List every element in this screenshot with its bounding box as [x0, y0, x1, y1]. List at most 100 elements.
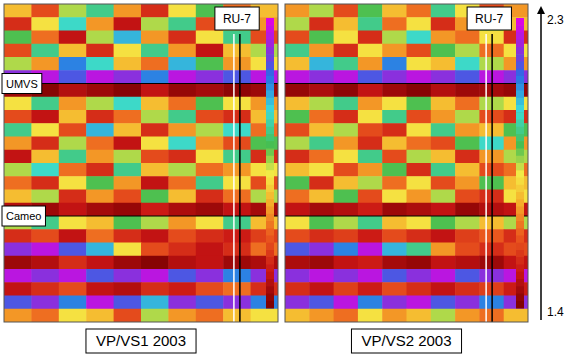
- cell: [334, 57, 359, 71]
- panel-frame: [4, 4, 278, 322]
- cell: [382, 17, 407, 31]
- cell: [59, 203, 87, 217]
- cell: [358, 269, 383, 283]
- cell: [168, 256, 196, 270]
- colorbar-strip: [516, 83, 524, 91]
- cell: [168, 203, 196, 217]
- colorbar-strip: [266, 105, 274, 113]
- cell: [358, 110, 383, 124]
- cell: [309, 243, 334, 257]
- cell: [114, 229, 142, 243]
- horizon-label: UMVS: [6, 78, 38, 90]
- cell: [223, 296, 251, 310]
- colorbar-strip: [266, 18, 274, 26]
- cell: [504, 97, 528, 111]
- cell: [168, 176, 196, 190]
- cell: [31, 57, 59, 71]
- cell: [455, 31, 480, 45]
- cell: [407, 190, 432, 204]
- cell: [431, 70, 456, 84]
- cell: [4, 110, 32, 124]
- cell: [114, 256, 142, 270]
- cell: [59, 282, 87, 296]
- cell: [285, 123, 310, 137]
- cell: [382, 97, 407, 111]
- cell: [86, 243, 114, 257]
- colorbar-strip: [516, 250, 524, 258]
- colorbar-strip: [266, 228, 274, 236]
- cell: [455, 110, 480, 124]
- cell: [4, 57, 32, 71]
- colorbar-strip: [516, 279, 524, 287]
- cell: [196, 110, 224, 124]
- cell: [382, 123, 407, 137]
- colorbar-strip: [516, 105, 524, 113]
- cell: [309, 176, 334, 190]
- cell: [431, 256, 456, 270]
- cell: [382, 190, 407, 204]
- cell: [382, 203, 407, 217]
- cell: [141, 216, 169, 230]
- cell: [223, 123, 251, 137]
- colorbar-strip: [516, 265, 524, 273]
- cell: [431, 31, 456, 45]
- cell: [251, 229, 278, 243]
- cell: [86, 57, 114, 71]
- colorbar-strip: [266, 25, 274, 33]
- cell: [504, 44, 528, 58]
- cell: [168, 44, 196, 58]
- cell: [59, 17, 87, 31]
- colorbar-strip: [516, 199, 524, 207]
- cell: [223, 84, 251, 98]
- cell: [382, 110, 407, 124]
- colorbar-strip: [516, 178, 524, 186]
- cell: [382, 256, 407, 270]
- colorbar-strip: [516, 98, 524, 106]
- cell: [407, 150, 432, 164]
- cell: [168, 4, 196, 18]
- cell: [223, 110, 251, 124]
- cell: [358, 4, 383, 18]
- cell: [141, 150, 169, 164]
- cell: [431, 84, 456, 98]
- cell: [223, 203, 251, 217]
- cell: [358, 17, 383, 31]
- cell: [431, 216, 456, 230]
- cell: [31, 137, 59, 151]
- cell: [358, 44, 383, 58]
- colorbar-strip: [266, 40, 274, 48]
- colorbar-strip: [266, 265, 274, 273]
- cell: [141, 163, 169, 177]
- cell: [358, 216, 383, 230]
- colorbar-strip: [516, 214, 524, 222]
- cell: [285, 243, 310, 257]
- cell: [309, 123, 334, 137]
- cell: [86, 4, 114, 18]
- cell: [86, 70, 114, 84]
- cell: [4, 296, 32, 310]
- cell: [358, 123, 383, 137]
- cell: [4, 269, 32, 283]
- cell: [223, 282, 251, 296]
- cell: [196, 150, 224, 164]
- cell: [309, 84, 334, 98]
- cell: [455, 256, 480, 270]
- cell: [504, 203, 528, 217]
- cell: [455, 70, 480, 84]
- colorbar-strip: [266, 243, 274, 251]
- cell: [431, 57, 456, 71]
- colorbar-strip: [266, 33, 274, 41]
- cell: [285, 256, 310, 270]
- cell: [407, 229, 432, 243]
- colorbar-strip: [266, 250, 274, 258]
- horizon-line: [4, 83, 278, 84]
- colorbar-strip: [266, 207, 274, 215]
- cell: [114, 190, 142, 204]
- cell: [309, 216, 334, 230]
- cell: [407, 4, 432, 18]
- cell: [223, 44, 251, 58]
- cell: [407, 216, 432, 230]
- cell: [86, 163, 114, 177]
- cell: [114, 31, 142, 45]
- cell: [455, 84, 480, 98]
